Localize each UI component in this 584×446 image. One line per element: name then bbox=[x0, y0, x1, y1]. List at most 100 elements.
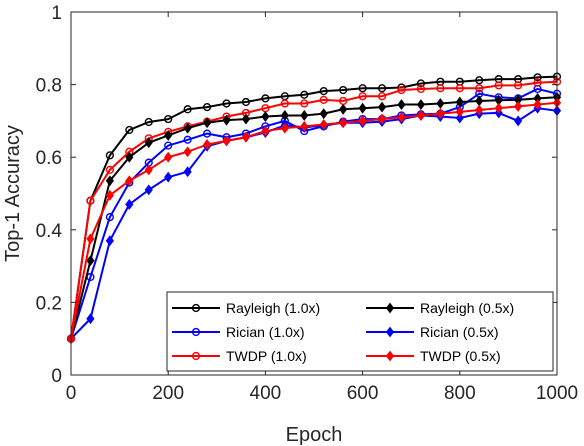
data-point bbox=[105, 189, 114, 201]
data-point bbox=[86, 255, 95, 267]
x-tick-label: 400 bbox=[250, 383, 282, 404]
legend: Rayleigh (1.0x) Rician (1.0x) TWDP (1.0x) R… bbox=[166, 291, 554, 372]
data-point bbox=[203, 139, 212, 150]
y-tick-label: 0.8 bbox=[36, 76, 62, 97]
series-rayleigh-0-5x bbox=[66, 91, 562, 345]
legend-label: Rayleigh (0.5x) bbox=[420, 300, 514, 316]
data-point bbox=[319, 95, 328, 104]
legend-marker bbox=[385, 302, 395, 314]
data-point bbox=[241, 97, 251, 107]
data-point bbox=[105, 212, 114, 222]
y-axis-title: Top-1 Accuracy bbox=[2, 125, 24, 262]
data-point bbox=[377, 84, 387, 93]
data-point bbox=[222, 114, 231, 126]
data-point bbox=[416, 79, 426, 88]
data-point bbox=[514, 81, 523, 90]
data-point bbox=[105, 175, 114, 187]
series-twdp-0-5x bbox=[66, 97, 562, 345]
data-point bbox=[222, 135, 231, 147]
data-point bbox=[455, 112, 464, 124]
data-point bbox=[164, 151, 173, 163]
x-axis-title: Epoch bbox=[286, 424, 343, 446]
data-point bbox=[105, 165, 114, 175]
data-point bbox=[494, 81, 503, 90]
data-point bbox=[125, 125, 134, 135]
data-point bbox=[164, 141, 173, 150]
data-point bbox=[416, 99, 425, 110]
data-point bbox=[397, 99, 406, 110]
data-point bbox=[416, 110, 425, 121]
data-point bbox=[183, 105, 192, 114]
legend-item-rician-1-0x: Rician (1.0x) bbox=[172, 324, 305, 340]
legend-marker bbox=[191, 303, 201, 313]
data-point bbox=[164, 129, 173, 141]
legend-marker bbox=[191, 351, 201, 361]
data-point bbox=[86, 233, 95, 245]
data-point bbox=[397, 111, 406, 123]
data-point bbox=[86, 313, 95, 325]
data-point bbox=[358, 84, 367, 93]
series-layer bbox=[66, 72, 562, 345]
x-tick-label: 800 bbox=[444, 383, 476, 404]
data-point bbox=[164, 171, 173, 183]
legend-box bbox=[166, 291, 554, 372]
data-point bbox=[339, 103, 348, 115]
data-point bbox=[339, 117, 348, 129]
data-point bbox=[261, 94, 270, 103]
data-point bbox=[183, 166, 192, 178]
y-tick-label: 0.2 bbox=[36, 293, 62, 314]
data-point bbox=[241, 131, 251, 143]
data-point bbox=[105, 151, 114, 160]
legend-label: TWDP (1.0x) bbox=[226, 348, 307, 364]
data-point bbox=[358, 102, 367, 114]
data-point bbox=[125, 151, 134, 163]
data-point bbox=[202, 129, 212, 138]
legend-item-twdp-1-0x: TWDP (1.0x) bbox=[172, 348, 307, 364]
x-tick-label: 1000 bbox=[536, 383, 578, 404]
data-point bbox=[164, 114, 173, 124]
data-point bbox=[300, 120, 309, 132]
legend-marker bbox=[385, 326, 395, 338]
data-point bbox=[339, 85, 348, 95]
data-point bbox=[261, 111, 270, 122]
y-tick-label: 1 bbox=[51, 3, 62, 24]
data-point bbox=[300, 99, 309, 108]
data-point bbox=[455, 84, 464, 93]
data-point bbox=[261, 125, 270, 137]
x-tick-label: 600 bbox=[347, 383, 379, 404]
data-point bbox=[183, 122, 192, 134]
data-point bbox=[436, 84, 445, 93]
data-point bbox=[300, 90, 309, 99]
data-point bbox=[377, 101, 387, 113]
data-point bbox=[203, 117, 212, 129]
data-point bbox=[280, 99, 289, 108]
data-point bbox=[416, 84, 426, 94]
x-tick-label: 200 bbox=[152, 383, 184, 404]
data-point bbox=[358, 92, 367, 101]
x-tick-label: 0 bbox=[66, 383, 77, 404]
data-point bbox=[86, 196, 95, 205]
data-point bbox=[144, 117, 153, 127]
legend-item-rician-0-5x: Rician (0.5x) bbox=[366, 324, 499, 340]
data-point bbox=[455, 106, 464, 118]
legend-item-rayleigh-0-5x: Rayleigh (0.5x) bbox=[366, 300, 514, 316]
data-point bbox=[436, 98, 445, 109]
data-point bbox=[514, 115, 523, 127]
legend-label: Rician (0.5x) bbox=[420, 324, 499, 340]
ticks-layer: 0 200 400 600 800 1000 0 0.2 0.4 0.6 0.8 1 bbox=[36, 3, 579, 404]
data-point bbox=[241, 113, 251, 125]
data-point bbox=[144, 137, 153, 149]
data-point bbox=[183, 135, 192, 144]
data-point bbox=[494, 102, 503, 114]
data-point bbox=[533, 99, 542, 110]
data-point bbox=[183, 146, 192, 158]
legend-label: Rician (1.0x) bbox=[226, 324, 305, 340]
data-point bbox=[319, 108, 328, 120]
data-point bbox=[125, 175, 134, 187]
data-point bbox=[105, 235, 114, 247]
data-point bbox=[436, 108, 445, 120]
data-point bbox=[319, 87, 328, 96]
legend-item-twdp-0-5x: TWDP (0.5x) bbox=[366, 348, 501, 364]
data-point bbox=[475, 84, 484, 93]
